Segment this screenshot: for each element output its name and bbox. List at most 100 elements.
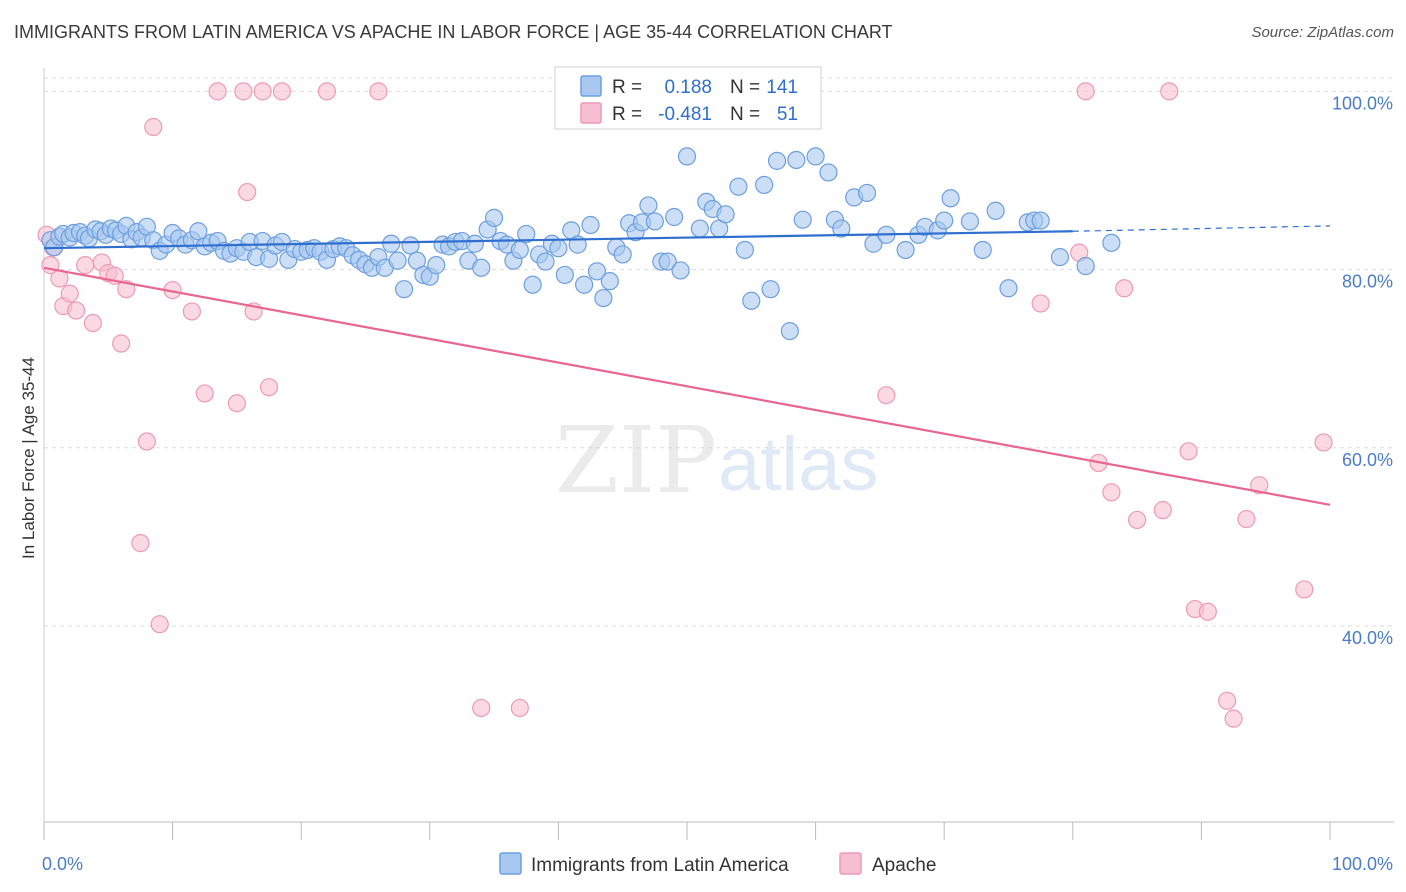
latin-america-point [600, 272, 619, 291]
latin-america-point [613, 245, 632, 264]
latin-america-point [832, 219, 851, 238]
latin-america-point [941, 189, 960, 208]
series-legend: Immigrants from Latin America Apache [499, 852, 936, 876]
apache-point [1224, 709, 1243, 728]
bottom-legend-label-apache: Apache [872, 855, 936, 876]
latin-america-point [645, 212, 664, 231]
apache-point [1102, 483, 1121, 502]
y-tick-label: 100.0% [1332, 93, 1393, 113]
apache-point [144, 117, 163, 137]
latin-america-point [973, 240, 992, 260]
latin-america-point [671, 261, 690, 280]
trend-line-apache [43, 266, 1331, 506]
legend-r-label-1: R = [612, 77, 642, 98]
y-tick-label: 80.0% [1342, 272, 1393, 292]
latin-america-points [41, 147, 1121, 341]
legend-n-label-1: N = [730, 77, 760, 98]
latin-america-point [594, 288, 613, 308]
watermark-atlas: atlas [718, 422, 879, 507]
latin-america-point [517, 224, 536, 244]
latin-america-point [806, 147, 825, 166]
trend-line-latin-america [43, 230, 1073, 250]
latin-america-point [819, 163, 838, 182]
apache-point [1127, 510, 1147, 530]
latin-america-point [787, 150, 806, 170]
latin-america-point [716, 205, 735, 224]
latin-america-point [472, 258, 491, 277]
latin-america-point [575, 275, 594, 294]
latin-america-point [729, 177, 748, 196]
latin-america-point [780, 321, 799, 341]
apache-point [238, 182, 257, 202]
latin-america-point [549, 239, 568, 258]
apache-point [83, 313, 102, 333]
apache-point [150, 615, 169, 634]
apache-point [182, 302, 201, 321]
apache-point [67, 301, 86, 320]
latin-america-point [735, 240, 754, 260]
bottom-legend-swatch-blue [499, 852, 522, 875]
apache-point [1115, 279, 1134, 298]
x-tick-label-min: 0.0% [42, 854, 83, 874]
watermark: ZIP atlas [555, 407, 879, 514]
apache-point [112, 334, 131, 353]
apache-point [472, 698, 491, 718]
latin-america-point [401, 236, 420, 255]
apache-point [76, 256, 95, 275]
latin-america-point [394, 280, 414, 299]
latin-america-point [581, 215, 600, 235]
latin-america-point [1031, 211, 1050, 230]
apache-point [137, 432, 156, 451]
latin-america-point [1102, 233, 1121, 252]
bottom-legend-swatch-pink [839, 852, 862, 875]
apache-point [227, 394, 246, 413]
apache-point [1295, 580, 1314, 599]
legend-r-label-2: R = [612, 104, 642, 125]
legend-n-value-1: 141 [766, 77, 798, 98]
latin-america-point [658, 252, 677, 271]
latin-america-point [523, 275, 542, 294]
watermark-zip: ZIP [555, 407, 717, 514]
legend-swatch-blue [580, 75, 602, 97]
latin-america-point [189, 222, 208, 241]
apache-point [1198, 602, 1217, 621]
latin-america-point [382, 234, 401, 253]
apache-point [1218, 691, 1237, 710]
latin-america-point [793, 210, 812, 229]
apache-point [1237, 509, 1256, 529]
latin-america-point [742, 291, 761, 310]
apache-point [1314, 433, 1333, 452]
axes: 40.0% 60.0% 80.0% 100.0% 0.0% 100.0% [42, 68, 1394, 874]
apache-point [1031, 294, 1050, 313]
chart-title: IMMIGRANTS FROM LATIN AMERICA VS APACHE … [14, 22, 893, 42]
legend-r-value-2: -0.481 [658, 104, 712, 125]
apache-point [117, 280, 136, 299]
latin-america-point [960, 212, 980, 231]
latin-america-point [677, 147, 697, 166]
gridlines [44, 77, 1394, 627]
legend-n-label-2: N = [730, 104, 760, 125]
apache-point [131, 534, 150, 553]
latin-america-point [935, 211, 954, 230]
latin-america-point [639, 196, 658, 215]
latin-america-point [510, 240, 529, 260]
apache-point [234, 82, 253, 101]
apache-point [317, 82, 337, 101]
apache-point [60, 284, 79, 303]
latin-america-point [767, 151, 787, 170]
latin-america-point [1076, 256, 1095, 276]
latin-america-point [587, 262, 607, 281]
latin-america-point [485, 208, 504, 227]
apache-point [1179, 442, 1198, 461]
apache-point [259, 378, 279, 397]
apache-point [272, 82, 292, 101]
x-tick-label-max: 100.0% [1332, 854, 1393, 874]
y-axis-title: In Labor Force | Age 35-44 [19, 357, 38, 559]
apache-point [253, 82, 272, 101]
bottom-legend-label-latin-america: Immigrants from Latin America [531, 855, 789, 876]
latin-america-point [427, 256, 446, 275]
latin-america-point [555, 265, 574, 285]
apache-point [369, 82, 388, 101]
apache-point [195, 384, 214, 403]
